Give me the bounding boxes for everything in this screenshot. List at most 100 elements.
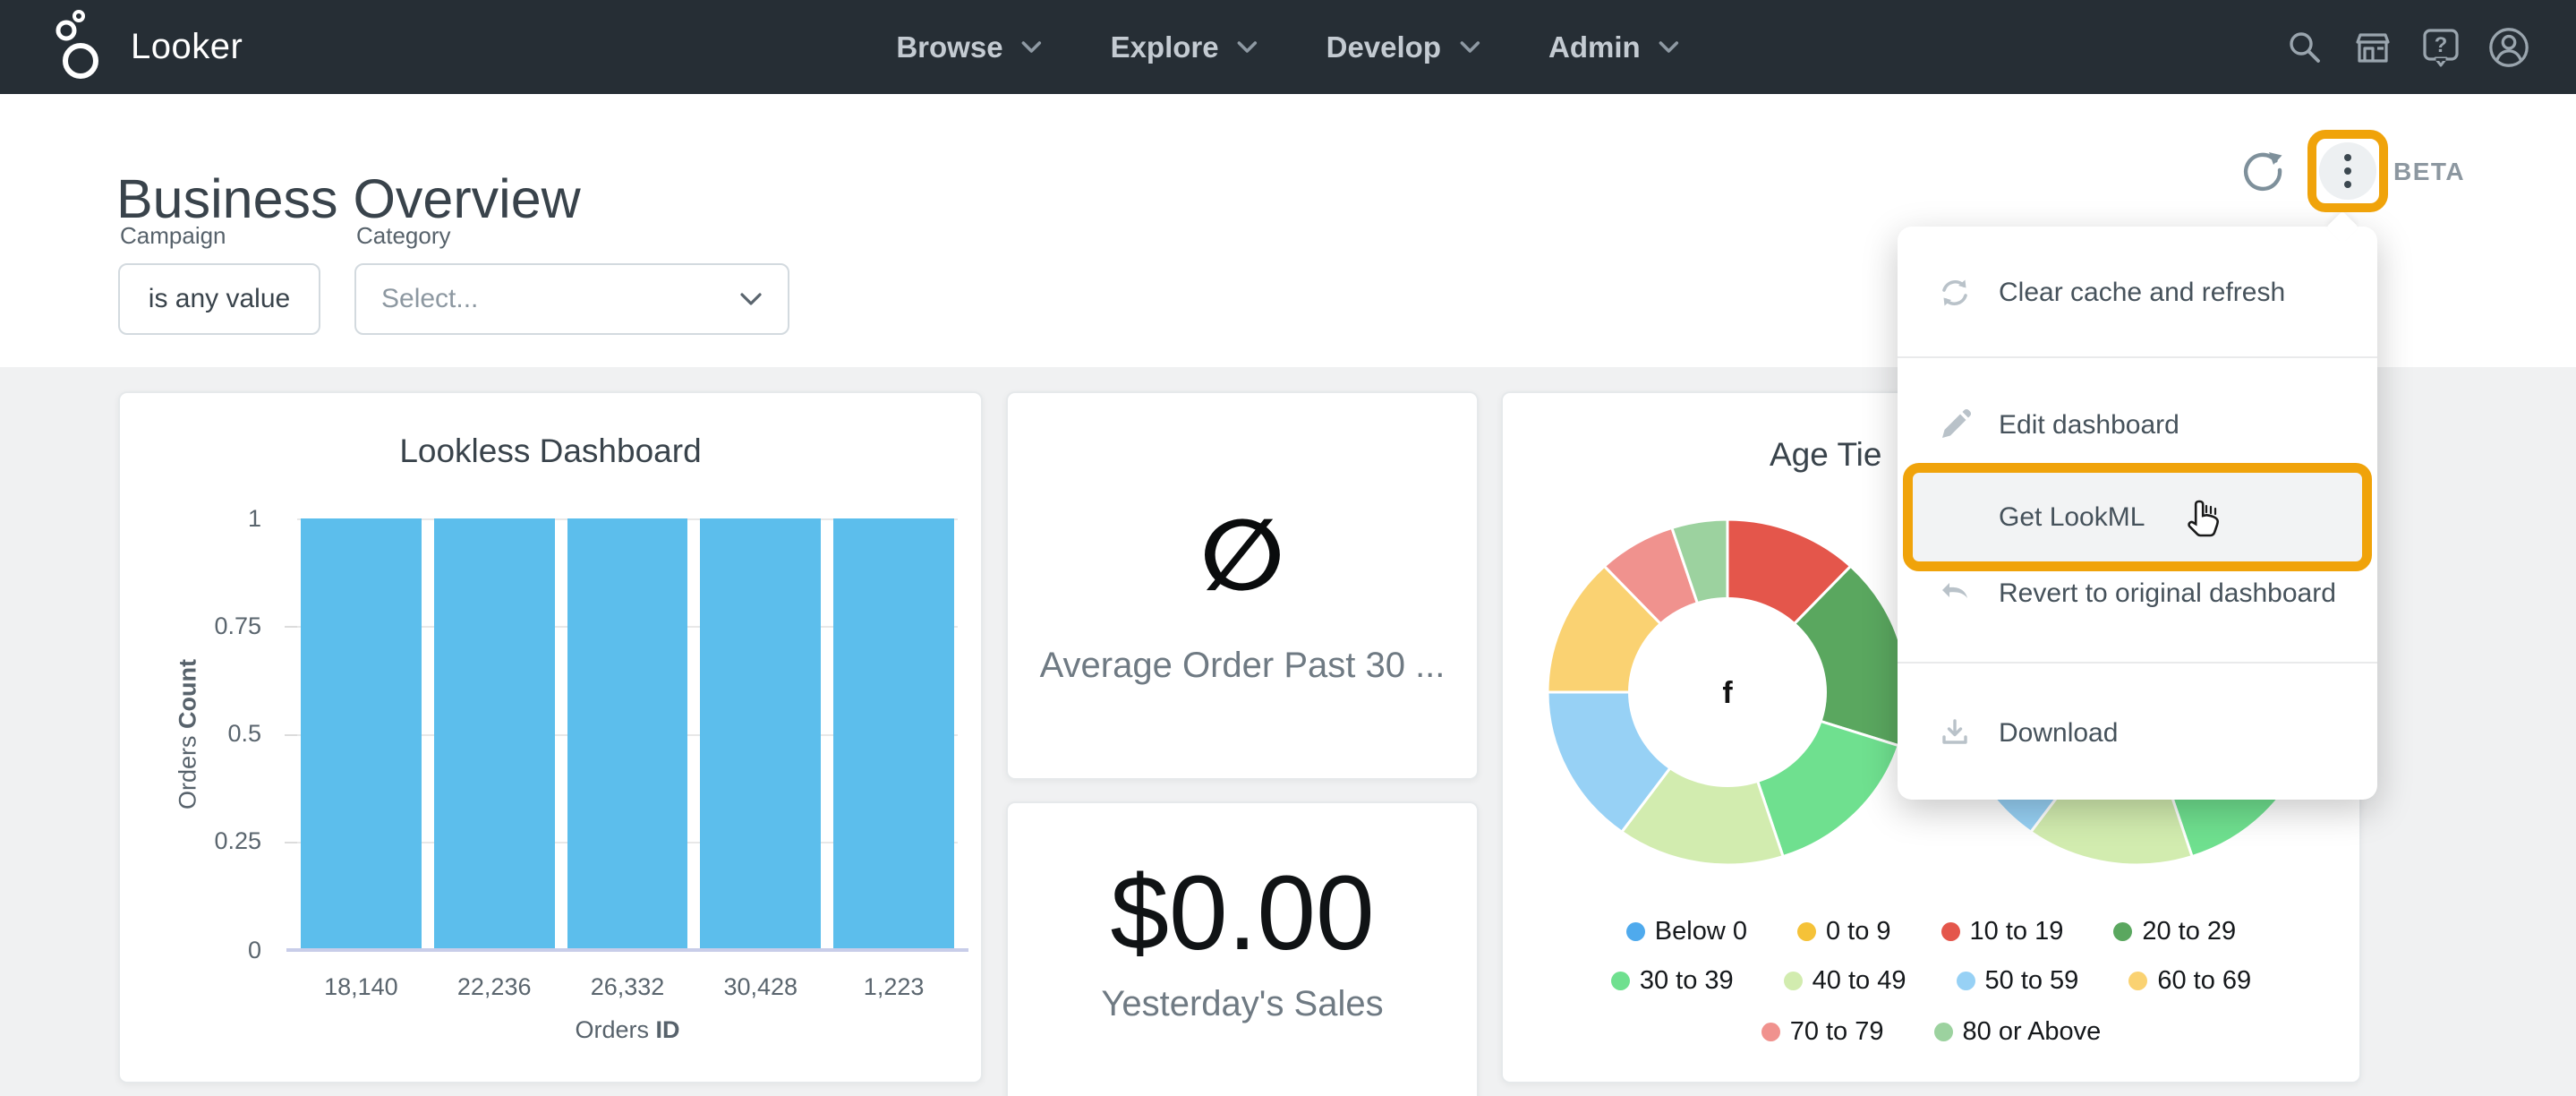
refresh-dashboard-button[interactable] [2239, 147, 2286, 193]
dashboard-actions-menu: Clear cache and refresh Edit dashboard G… [1898, 210, 2377, 800]
download-icon [1942, 719, 1967, 744]
legend-row: Below 0 0 to 9 10 to 19 20 to 29 [1503, 916, 2359, 946]
bar[interactable] [567, 518, 688, 950]
nav-icons: ? [2282, 0, 2531, 94]
legend-label: Below 0 [1654, 916, 1747, 946]
nav-menu-develop[interactable]: Develop [1326, 30, 1480, 64]
null-value-symbol: ∅ [1199, 498, 1285, 612]
legend-item[interactable]: 0 to 9 [1796, 916, 1891, 946]
bar-series [301, 518, 954, 950]
tile-lookless-dashboard: Lookless Dashboard Orders Count 1 0.75 0… [118, 391, 983, 1083]
menu-divider [1898, 662, 2377, 664]
menu-item-label: Get LookML [1999, 501, 2145, 532]
legend-label: 20 to 29 [2142, 916, 2237, 946]
campaign-filter-value[interactable]: is any value [118, 263, 320, 335]
tile-label: Average Order Past 30 ... [1039, 646, 1446, 685]
menu-item-clear-cache[interactable]: Clear cache and refresh [1898, 257, 2377, 329]
nav-menu-browse[interactable]: Browse [896, 30, 1042, 64]
legend-dot [1761, 1022, 1780, 1041]
legend-dot [1933, 1022, 1953, 1041]
legend-dot [2128, 971, 2148, 990]
legend-item[interactable]: 50 to 59 [1956, 965, 2079, 996]
chevron-down-icon [1237, 41, 1258, 53]
legend-label: 50 to 59 [1984, 965, 2079, 995]
menu-item-label: Edit dashboard [1999, 410, 2179, 440]
beta-badge: BETA [2393, 158, 2466, 185]
x-axis-title-bold: ID [655, 1016, 680, 1043]
x-tick-labels: 18,140 22,236 26,332 30,428 1,223 [297, 973, 958, 1001]
category-filter-select[interactable]: Select... [354, 263, 789, 335]
legend-dot [1796, 921, 1816, 941]
y-tick: 0.75 [214, 612, 261, 639]
x-tick: 22,236 [456, 973, 532, 1000]
axis-tick [285, 842, 297, 843]
bar[interactable] [301, 518, 422, 950]
nav-menu-explore[interactable]: Explore [1111, 30, 1258, 64]
legend-item[interactable]: 40 to 49 [1783, 965, 1906, 996]
legend-item[interactable]: 30 to 39 [1610, 965, 1734, 996]
legend-item[interactable]: 20 to 29 [2113, 916, 2236, 946]
legend-item[interactable]: Below 0 [1625, 916, 1747, 946]
x-tick: 26,332 [590, 973, 665, 1000]
kebab-menu-highlight [2307, 130, 2388, 212]
legend-dot [1956, 971, 1975, 990]
account-icon[interactable] [2486, 25, 2531, 70]
axis-tick [285, 734, 297, 736]
chevron-down-icon [1460, 41, 1480, 53]
help-icon[interactable]: ? [2418, 25, 2463, 70]
legend-item[interactable]: 80 or Above [1933, 1016, 2101, 1047]
y-tick: 0.5 [227, 720, 261, 747]
legend-label: 60 to 69 [2157, 965, 2252, 995]
y-tick: 1 [247, 505, 261, 532]
dashboard-actions-kebab-button[interactable] [2319, 142, 2376, 200]
nav-menu-label: Explore [1110, 30, 1219, 64]
y-tick: 0 [247, 937, 261, 963]
menu-item-label: Revert to original dashboard [1999, 578, 2336, 608]
category-filter-label: Category [356, 222, 451, 249]
legend-item[interactable]: 10 to 19 [1941, 916, 2063, 946]
nav-menu-label: Admin [1548, 30, 1641, 64]
x-tick: 18,140 [324, 973, 398, 1000]
kebab-icon [2344, 154, 2351, 188]
tile-label: Yesterday's Sales [1101, 984, 1384, 1023]
legend-label: 40 to 49 [1812, 965, 1906, 995]
age-tier-donut-female[interactable]: f [1543, 515, 1912, 869]
bar[interactable] [833, 518, 954, 950]
bar[interactable] [433, 518, 555, 950]
nav-menu-admin[interactable]: Admin [1548, 30, 1680, 64]
search-icon[interactable] [2282, 25, 2327, 70]
sales-value: $0.00 [1110, 854, 1375, 972]
category-filter-placeholder: Select... [381, 284, 479, 313]
y-tick: 0.25 [214, 827, 261, 854]
legend-label: 0 to 9 [1825, 916, 1891, 946]
menu-item-download[interactable]: Download [1898, 698, 2377, 769]
legend-dot [1783, 971, 1803, 990]
legend-row: 30 to 39 40 to 49 50 to 59 60 to 69 [1503, 965, 2359, 996]
legend-item[interactable]: 60 to 69 [2128, 965, 2251, 996]
tile-title: Age Tie [1770, 436, 1882, 473]
cursor-pointer-icon [2188, 500, 2220, 537]
page-title: Business Overview [116, 167, 581, 229]
legend-dot [1625, 921, 1645, 941]
tile-title: Lookless Dashboard [399, 432, 702, 469]
campaign-filter-label: Campaign [120, 222, 226, 249]
menu-item-get-lookml[interactable]: Get LookML [1903, 463, 2372, 571]
menu-caret [2325, 210, 2359, 244]
chevron-down-icon [740, 293, 762, 305]
undo-icon [1942, 583, 1967, 598]
x-tick: 30,428 [723, 973, 798, 1000]
x-axis-title: Orders ID [297, 1016, 958, 1044]
bar[interactable] [700, 518, 822, 950]
looker-brand[interactable]: Looker [39, 0, 243, 94]
menu-item-revert-dashboard[interactable]: Revert to original dashboard [1898, 558, 2377, 629]
legend-dot [1941, 921, 1960, 941]
menu-item-edit-dashboard[interactable]: Edit dashboard [1898, 390, 2377, 461]
x-axis-line [286, 948, 968, 952]
legend-dot [2113, 921, 2133, 941]
looker-logo-icon [55, 9, 98, 79]
svg-text:?: ? [2435, 33, 2448, 57]
marketplace-icon[interactable] [2350, 25, 2395, 70]
axis-tick [285, 626, 297, 628]
legend-item[interactable]: 70 to 79 [1761, 1016, 1884, 1047]
